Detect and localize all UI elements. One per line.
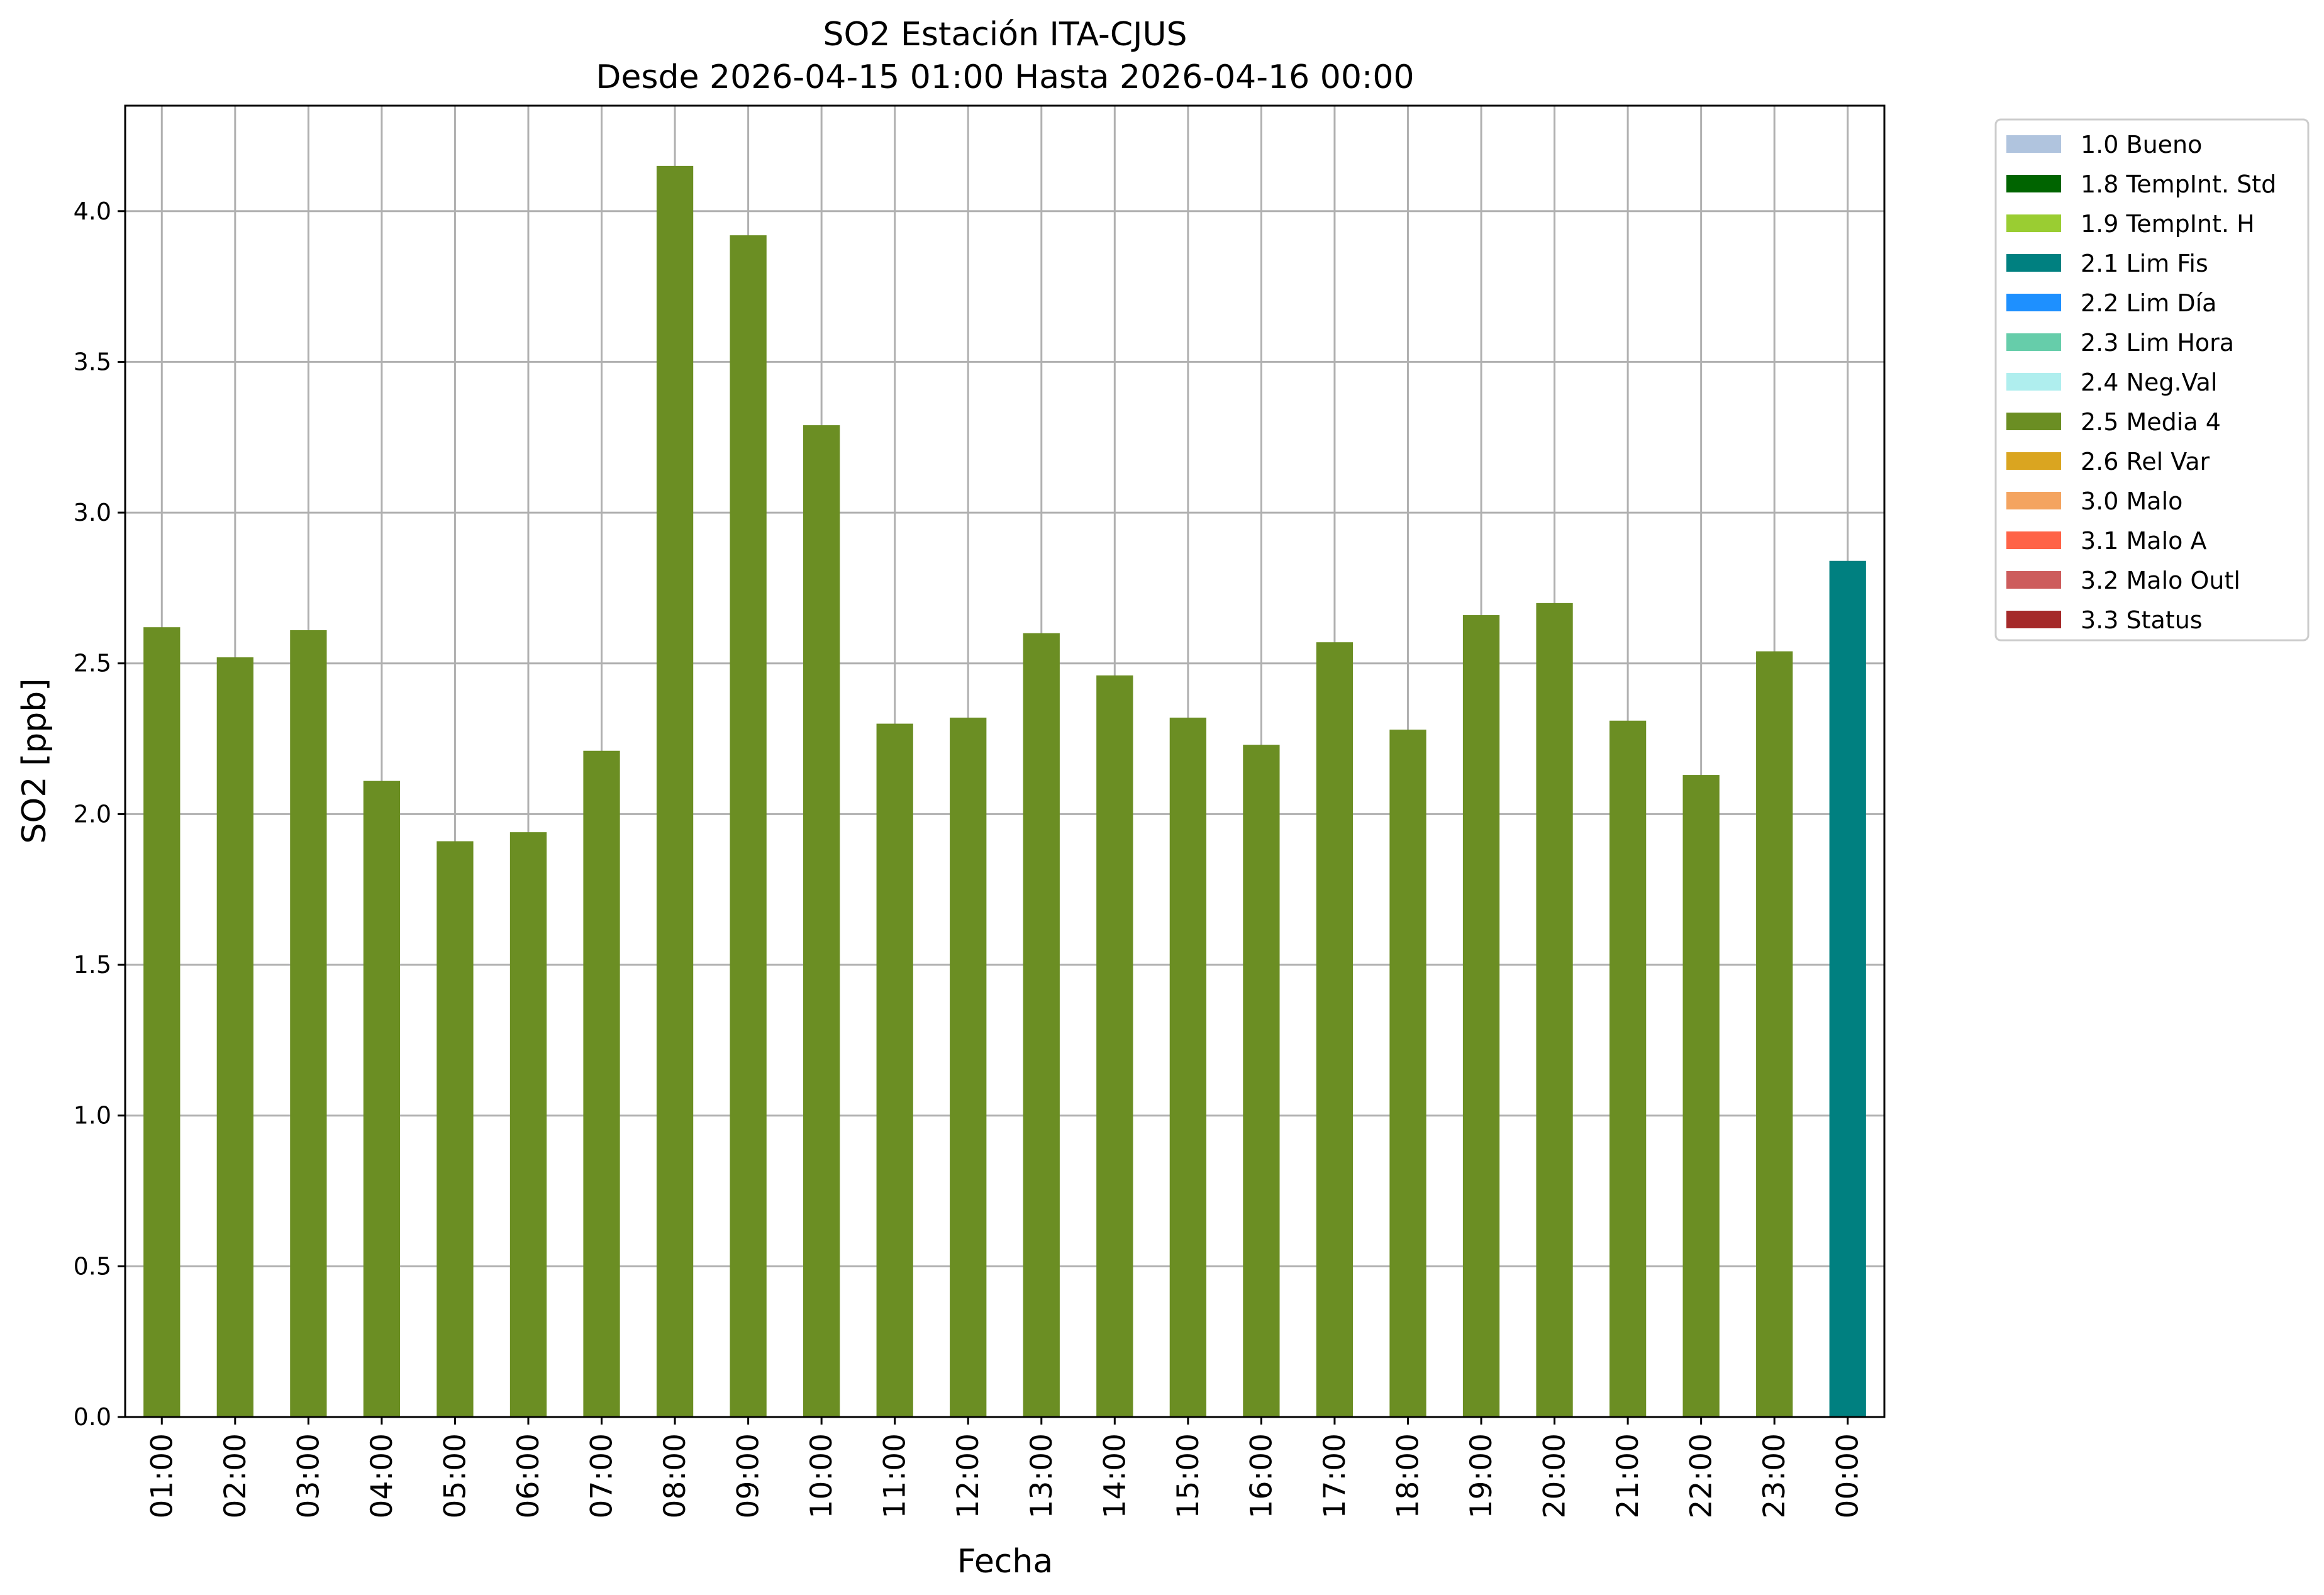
- x-tick-label: 16:00: [1244, 1433, 1279, 1518]
- legend-swatch: [2006, 611, 2061, 628]
- bar-0600: [509, 832, 547, 1417]
- y-tick-label: 3.0: [74, 499, 111, 526]
- legend-swatch: [2006, 333, 2061, 351]
- y-tick-label: 1.5: [74, 951, 111, 979]
- y-tick-label: 2.0: [74, 800, 111, 828]
- x-tick-label: 07:00: [585, 1433, 620, 1518]
- bar-1600: [1243, 745, 1280, 1417]
- x-tick-label: 02:00: [218, 1433, 253, 1518]
- legend-swatch: [2006, 413, 2061, 430]
- bar-1400: [1096, 675, 1133, 1417]
- legend-label: 1.0 Bueno: [2081, 131, 2202, 158]
- x-tick-label: 21:00: [1611, 1433, 1645, 1518]
- bar-1500: [1169, 718, 1206, 1417]
- bar-0100: [143, 627, 181, 1417]
- x-tick-label: 04:00: [365, 1433, 399, 1518]
- legend-swatch: [2006, 452, 2061, 470]
- legend-swatch: [2006, 254, 2061, 272]
- y-tick-label: 0.0: [74, 1403, 111, 1431]
- x-tick-label: 09:00: [731, 1433, 766, 1518]
- legend-label: 3.0 Malo: [2081, 487, 2182, 515]
- bar-2300: [1756, 651, 1793, 1417]
- x-tick-label: 01:00: [145, 1433, 179, 1518]
- x-tick-label: 13:00: [1025, 1433, 1059, 1518]
- x-tick-label: 20:00: [1538, 1433, 1572, 1518]
- y-axis-label: SO2 [ppb]: [16, 678, 53, 843]
- bar-0400: [363, 781, 401, 1417]
- y-tick-label: 3.5: [74, 348, 111, 375]
- bar-1200: [950, 718, 987, 1417]
- x-tick-label: 23:00: [1757, 1433, 1792, 1518]
- bar-2000: [1536, 603, 1573, 1417]
- legend-swatch: [2006, 214, 2061, 232]
- legend-label: 3.1 Malo A: [2081, 527, 2206, 555]
- bar-1100: [876, 723, 913, 1417]
- chart-title: SO2 Estación ITA-CJUS: [823, 16, 1187, 53]
- plot-frame: [124, 104, 1886, 1418]
- legend-swatch: [2006, 373, 2061, 391]
- y-tick-label: 1.0: [74, 1102, 111, 1130]
- x-tick-label: 12:00: [951, 1433, 986, 1518]
- x-tick-label: 18:00: [1391, 1433, 1425, 1518]
- bar-0500: [436, 841, 474, 1417]
- y-tick-label: 4.0: [74, 197, 111, 225]
- y-tick-label: 0.5: [74, 1252, 111, 1280]
- legend-label: 2.2 Lim Día: [2081, 289, 2216, 317]
- legend-label: 2.4 Neg.Val: [2081, 369, 2217, 396]
- bar-1300: [1023, 633, 1060, 1417]
- y-axis-ticks: 0.0 0.5 1.0 1.5 2.0 2.5 3.0 3.5 4.0: [74, 197, 125, 1431]
- x-tick-label: 11:00: [878, 1433, 913, 1518]
- bar-1900: [1462, 615, 1500, 1418]
- legend-swatch: [2006, 294, 2061, 311]
- legend-label: 2.1 Lim Fis: [2081, 250, 2208, 277]
- bars: [143, 165, 1866, 1418]
- legend-label: 2.3 Lim Hora: [2081, 329, 2234, 357]
- x-tick-label: 03:00: [291, 1433, 326, 1518]
- legend-swatch: [2006, 135, 2061, 153]
- x-tick-label: 14:00: [1098, 1433, 1132, 1518]
- chart-subtitle: Desde 2026-04-15 01:00 Hasta 2026-04-16 …: [596, 58, 1414, 96]
- bar-0900: [730, 235, 767, 1417]
- legend-label: 3.2 Malo Outl: [2081, 567, 2240, 594]
- legend: 1.0 Bueno 1.8 TempInt. Std 1.9 TempInt. H 2…: [1994, 118, 2310, 642]
- y-tick-label: 2.5: [74, 650, 111, 677]
- bar-0300: [290, 630, 327, 1417]
- x-tick-label: 08:00: [658, 1433, 692, 1518]
- bar-1800: [1389, 730, 1426, 1417]
- legend-label: 1.9 TempInt. H: [2081, 210, 2255, 238]
- x-tick-label: 22:00: [1684, 1433, 1719, 1518]
- x-axis-ticks: 01:00 02:00 03:00 04:00 05:00 06:00 07:00 08:00…: [145, 1417, 1865, 1518]
- bar-0200: [216, 657, 253, 1417]
- x-tick-label: 00:00: [1831, 1433, 1865, 1518]
- bar-0800: [656, 165, 694, 1417]
- legend-label: 2.5 Media 4: [2081, 408, 2221, 436]
- x-tick-label: 05:00: [438, 1433, 472, 1518]
- legend-label: 3.3 Status: [2081, 606, 2203, 634]
- x-tick-label: 17:00: [1318, 1433, 1352, 1518]
- x-tick-label: 10:00: [804, 1433, 839, 1518]
- x-tick-label: 19:00: [1464, 1433, 1499, 1518]
- legend-swatch: [2006, 175, 2061, 192]
- legend-swatch: [2006, 531, 2061, 549]
- bar-0700: [583, 750, 620, 1417]
- bar-2100: [1609, 720, 1647, 1417]
- legend-label: 2.6 Rel Var: [2081, 448, 2210, 475]
- bar-2200: [1682, 775, 1720, 1417]
- bar-1000: [803, 425, 840, 1417]
- x-axis-label: Fecha: [957, 1543, 1053, 1581]
- bar-1700: [1316, 642, 1354, 1418]
- legend-label: 1.8 TempInt. Std: [2081, 170, 2276, 198]
- x-tick-label: 06:00: [511, 1433, 546, 1518]
- legend-swatch: [2006, 571, 2061, 589]
- x-tick-label: 15:00: [1171, 1433, 1206, 1518]
- bar-0000: [1829, 560, 1866, 1418]
- legend-frame: [1994, 118, 2310, 642]
- legend-swatch: [2006, 492, 2061, 509]
